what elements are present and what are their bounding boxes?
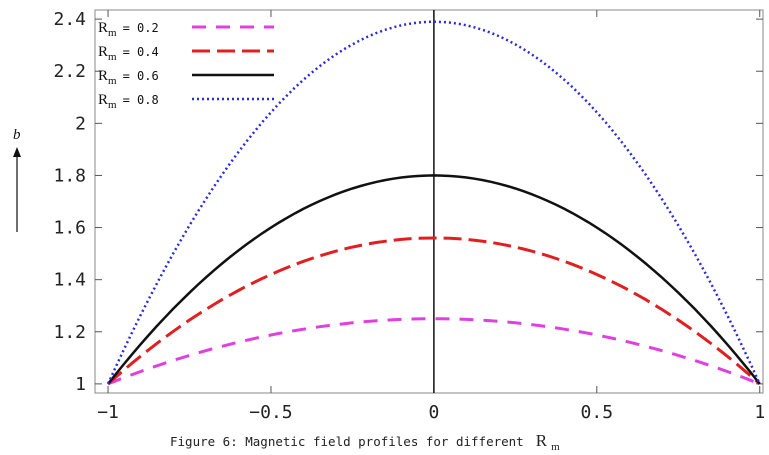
legend-label: Rm = 0.2: [98, 20, 159, 39]
series-line-0-2: [107, 317, 761, 386]
axis-ticks: [95, 10, 763, 393]
y-tick-label: 2.4: [53, 9, 86, 30]
x-tick-label: −1: [97, 402, 119, 423]
y-tick-label: 1.4: [53, 270, 86, 291]
legend-item: Rm = 0.8: [98, 92, 274, 111]
legend-label: Rm = 0.8: [98, 92, 159, 111]
x-tick-labels: −1 −0.5 0 0.5 1: [97, 402, 765, 423]
legend-item: Rm = 0.4: [98, 44, 274, 63]
series-line-0-6: [107, 174, 761, 385]
y-axis-arrow-head: [13, 147, 21, 157]
y-axis-label: b: [13, 127, 21, 143]
legend: Rm = 0.2 Rm = 0.4 Rm = 0.6 Rm = 0.8: [98, 20, 274, 111]
series-line-0-8: [106, 20, 761, 385]
x-tick-label: 1: [754, 402, 765, 423]
series-line-0-4: [107, 236, 761, 386]
figure-caption: Figure 6: Magnetic field profiles for di…: [170, 431, 560, 453]
y-tick-labels: 1 1.2 1.4 1.6 1.8 2 2.2 2.4: [53, 9, 86, 395]
y-tick-label: 2: [75, 113, 86, 134]
caption-symbol: R: [536, 431, 548, 450]
x-tick-label: 0: [428, 402, 439, 423]
y-tick-label: 1.8: [53, 165, 86, 186]
y-tick-label: 1.6: [53, 218, 86, 239]
y-tick-label: 1: [75, 374, 86, 395]
x-tick-label: −0.5: [249, 402, 292, 423]
y-tick-label: 2.2: [53, 61, 86, 82]
legend-label: Rm = 0.6: [98, 68, 159, 87]
y-axis-label-group: b: [13, 127, 21, 232]
series-lines: [106, 20, 761, 386]
y-tick-label: 1.2: [53, 322, 86, 343]
plot-frame: [94, 9, 764, 394]
legend-item: Rm = 0.2: [98, 20, 274, 39]
legend-label: Rm = 0.4: [98, 44, 159, 63]
caption-subscript: m: [551, 441, 560, 453]
caption-text: Figure 6: Magnetic field profiles for di…: [170, 434, 524, 449]
legend-item: Rm = 0.6: [98, 68, 274, 87]
x-tick-label: 0.5: [581, 402, 614, 423]
